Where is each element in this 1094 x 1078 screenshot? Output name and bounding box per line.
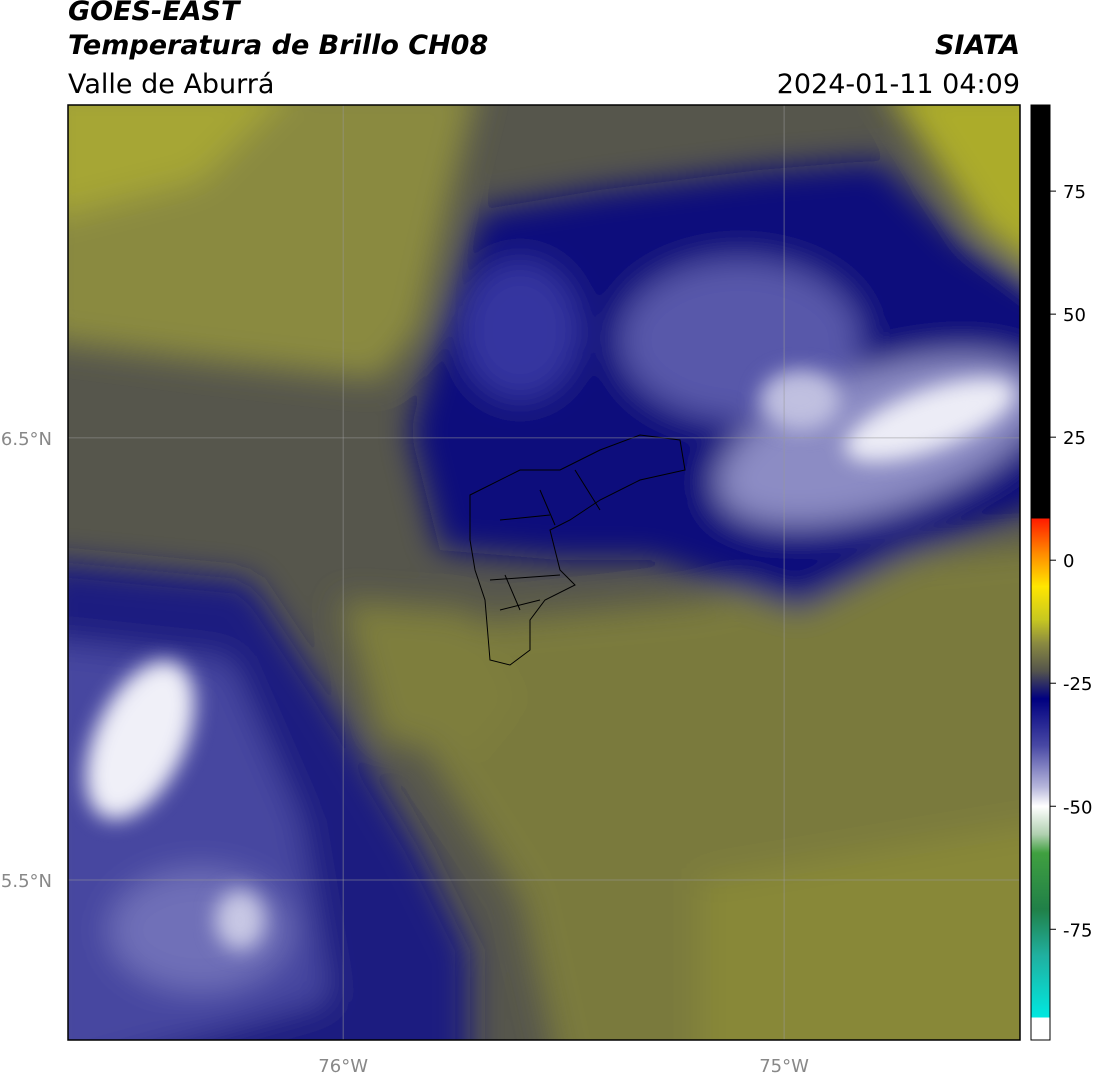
title: GOES-EAST xyxy=(68,0,242,27)
colorbar-tick-label: -25 xyxy=(1063,674,1092,695)
subtitle: Temperatura de Brillo CH08 xyxy=(68,30,488,61)
municipal-boundaries xyxy=(469,434,686,666)
satellite-image xyxy=(68,105,1020,1040)
colorbar-tick-label: 75 xyxy=(1063,182,1086,203)
x-tick-label: 75°W xyxy=(759,1056,809,1077)
colorbar-tick-label: -75 xyxy=(1063,920,1092,941)
colorbar-tick-label: 50 xyxy=(1063,305,1086,326)
y-tick-label: 6.5°N xyxy=(1,429,52,450)
timestamp: 2024-01-11 04:09 xyxy=(777,69,1020,100)
map-frame xyxy=(67,104,1021,1041)
x-tick-label: 76°W xyxy=(318,1056,368,1077)
source: SIATA xyxy=(935,30,1020,61)
grid xyxy=(68,105,1020,1040)
colorbar xyxy=(1030,104,1051,1041)
y-tick-label: 5.5°N xyxy=(1,871,52,892)
colorbar-tick-label: 25 xyxy=(1063,428,1086,449)
colorbar-tick-label: -50 xyxy=(1063,797,1092,818)
colorbar-tick-label: 0 xyxy=(1063,551,1074,572)
region: Valle de Aburrá xyxy=(68,69,274,100)
